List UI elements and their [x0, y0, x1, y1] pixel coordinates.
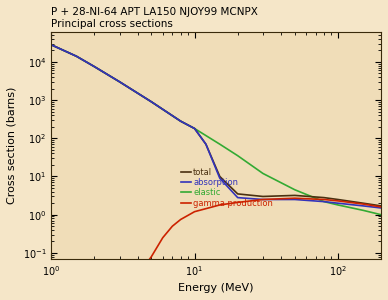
absorption — [178, 119, 183, 123]
absorption — [49, 43, 54, 46]
Line: gamma production: gamma production — [51, 198, 381, 276]
total — [149, 100, 154, 103]
absorption — [293, 198, 297, 201]
elastic — [149, 100, 154, 103]
elastic — [178, 119, 183, 123]
absorption — [74, 55, 79, 58]
Line: total: total — [51, 45, 381, 206]
absorption — [117, 80, 122, 84]
elastic — [92, 65, 97, 68]
total — [74, 55, 79, 58]
X-axis label: Energy (MeV): Energy (MeV) — [178, 283, 254, 293]
elastic — [261, 172, 265, 175]
gamma production — [336, 199, 340, 203]
elastic — [192, 127, 197, 130]
total — [322, 196, 326, 200]
elastic — [322, 200, 326, 203]
total — [361, 201, 365, 205]
total — [336, 198, 340, 201]
absorption — [261, 198, 265, 201]
Line: elastic: elastic — [51, 45, 381, 215]
elastic — [361, 208, 365, 212]
absorption — [379, 206, 383, 210]
total — [49, 43, 54, 46]
absorption — [322, 200, 326, 203]
absorption — [361, 204, 365, 208]
total — [178, 119, 183, 123]
gamma production — [135, 274, 140, 278]
gamma production — [379, 205, 383, 209]
elastic — [236, 154, 240, 158]
absorption — [336, 201, 340, 205]
elastic — [49, 43, 54, 46]
elastic — [379, 213, 383, 217]
gamma production — [117, 274, 122, 278]
total — [379, 204, 383, 208]
gamma production — [217, 203, 222, 207]
absorption — [92, 65, 97, 68]
gamma production — [178, 218, 183, 221]
total — [204, 142, 208, 146]
Text: P + 28-NI-64 APT LA150 NJOY99 MCNPX
Principal cross sections: P + 28-NI-64 APT LA150 NJOY99 MCNPX Prin… — [51, 7, 258, 28]
total — [92, 65, 97, 68]
gamma production — [149, 255, 154, 258]
elastic — [117, 80, 122, 84]
gamma production — [261, 198, 265, 201]
total — [117, 80, 122, 84]
Legend: total, absorption, elastic, gamma production: total, absorption, elastic, gamma produc… — [181, 168, 273, 208]
total — [217, 175, 222, 178]
Y-axis label: Cross section (barns): Cross section (barns) — [7, 87, 17, 204]
Line: absorption: absorption — [51, 45, 381, 208]
gamma production — [170, 224, 175, 228]
gamma production — [236, 201, 240, 204]
gamma production — [361, 202, 365, 206]
elastic — [336, 203, 340, 207]
elastic — [217, 142, 222, 146]
total — [192, 127, 197, 130]
total — [261, 195, 265, 198]
gamma production — [49, 274, 54, 278]
gamma production — [160, 236, 165, 239]
absorption — [204, 142, 208, 146]
elastic — [293, 188, 297, 191]
absorption — [192, 127, 197, 130]
gamma production — [192, 210, 197, 214]
elastic — [74, 55, 79, 58]
absorption — [149, 100, 154, 103]
gamma production — [293, 196, 297, 200]
gamma production — [322, 198, 326, 201]
absorption — [217, 176, 222, 180]
gamma production — [92, 274, 97, 278]
total — [236, 192, 240, 196]
absorption — [236, 196, 240, 200]
total — [293, 194, 297, 197]
